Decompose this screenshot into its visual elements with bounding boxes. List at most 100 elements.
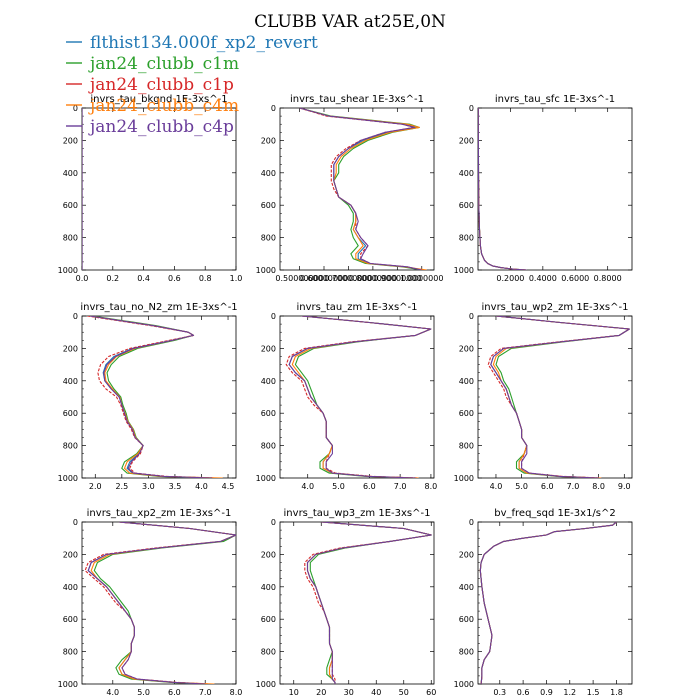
y-tick-label: 1000	[256, 474, 276, 483]
y-tick-label: 400	[261, 583, 276, 592]
series-line-jan24_clubb_c4m	[306, 522, 432, 684]
series-line-flthist134.000f_xp2_revert	[299, 108, 422, 270]
y-tick-label: 400	[459, 169, 474, 178]
series-line-jan24_clubb_c4m	[479, 522, 617, 684]
x-tick-label: 0.2000	[496, 274, 524, 283]
panel-2: invrs_tau_shear 1E-3xs^-1 0 200 400 600 800 10…	[256, 94, 444, 283]
x-tick-label: 0.80000000	[349, 274, 397, 283]
y-tick-label: 600	[459, 615, 474, 624]
panel-title: invrs_tau_sfc 1E-3xs^-1	[495, 94, 615, 105]
legend-item: jan24_clubb_c1p	[66, 75, 234, 95]
y-tick-label: 200	[63, 344, 78, 353]
x-tick-label: 50	[399, 688, 409, 697]
x-tick-label: 4.0	[106, 688, 119, 697]
y-tick-label: 200	[261, 550, 276, 559]
x-tick-label: 0.6000	[561, 274, 589, 283]
x-tick-label: 2.5	[115, 482, 128, 491]
x-tick-label: 1.0000000	[400, 274, 443, 283]
panel-8: invrs_tau_wp3_zm 1E-3xs^-1 0 200 400 600 800 1…	[256, 508, 437, 697]
plot-frame	[81, 521, 237, 685]
y-tick-label: 200	[459, 136, 474, 145]
x-tick-label: 0.4000	[529, 274, 557, 283]
y-tick-label: 600	[459, 409, 474, 418]
panel-4: invrs_tau_no_N2_zm 1E-3xs^-10 200 400 600 80…	[58, 302, 238, 491]
series-line-jan24_clubb_c1m	[309, 522, 432, 684]
x-tick-label: 6.0	[363, 482, 376, 491]
y-tick-label: 1000	[256, 680, 276, 689]
x-tick-label: 3.0	[142, 482, 155, 491]
series-line-flthist134.000f_xp2_revert	[479, 522, 617, 684]
series-line-jan24_clubb_c1p	[299, 108, 422, 270]
series-line-jan24_clubb_c1p	[87, 316, 215, 478]
series-line-jan24_clubb_c1m	[92, 316, 207, 478]
legend: flthist134.000f_xp2_revertjan24_clubb_c1…	[66, 33, 318, 137]
y-tick-label: 800	[63, 648, 78, 657]
legend-label: jan24_clubb_c4p	[88, 117, 234, 137]
y-tick-label: 200	[261, 136, 276, 145]
x-tick-label: 5.0	[332, 482, 345, 491]
series-group	[285, 316, 432, 478]
panel-title: invrs_tau_zm 1E-3xs^-1	[296, 302, 417, 313]
x-tick-label: 0.4	[137, 274, 150, 283]
x-tick-label: 4.5	[222, 482, 235, 491]
plot-frame	[279, 107, 435, 271]
series-line-flthist134.000f_xp2_revert	[87, 522, 236, 684]
legend-item: jan24_clubb_c4p	[66, 117, 234, 137]
series-line-jan24_clubb_c1p	[304, 522, 432, 684]
panel-6: invrs_tau_wp2_zm 1E-3xs^-1 0 200 400 600 800 1…	[454, 302, 633, 491]
series-line-jan24_clubb_c1p	[285, 316, 432, 478]
x-tick-label: 0.2	[106, 274, 119, 283]
legend-label: flthist134.000f_xp2_revert	[90, 33, 318, 53]
y-tick-label: 400	[261, 169, 276, 178]
series-line-jan24_clubb_c4m	[90, 522, 236, 684]
y-tick-label: 800	[261, 648, 276, 657]
series-line-jan24_clubb_c4m	[492, 316, 630, 478]
plot-frame	[477, 107, 633, 271]
y-tick-label: 400	[261, 377, 276, 386]
y-tick-label: 0	[271, 312, 276, 321]
panel-grid: invrs_tau_bkgnd 1E-3xs^-1020040060080010…	[58, 94, 633, 697]
series-line-jan24_clubb_c1m	[93, 522, 236, 684]
panel-title: bv_freq_sqd 1E-3x1/s^2	[494, 508, 616, 519]
y-tick-label: 1000	[256, 266, 276, 275]
y-tick-label: 1000	[58, 474, 78, 483]
x-tick-label: 4.0	[195, 482, 208, 491]
y-tick-label: 0	[73, 312, 78, 321]
legend-label: jan24_clubb_c1p	[88, 75, 234, 95]
legend-item: jan24_clubb_c1m	[66, 54, 239, 74]
y-tick-label: 400	[63, 169, 78, 178]
y-tick-label: 400	[63, 583, 78, 592]
legend-label: jan24_clubb_c4m	[88, 96, 239, 116]
y-tick-label: 200	[261, 344, 276, 353]
series-line-jan24_clubb_c4m	[478, 108, 527, 270]
y-tick-label: 400	[459, 377, 474, 386]
y-tick-label: 0	[271, 518, 276, 527]
series-group	[299, 108, 427, 270]
x-tick-label: 10	[289, 688, 299, 697]
y-tick-label: 600	[261, 201, 276, 210]
y-tick-label: 600	[261, 615, 276, 624]
x-tick-label: 1.5	[587, 688, 600, 697]
series-line-jan24_clubb_c4p	[299, 108, 422, 270]
panel-title: invrs_tau_wp2_zm 1E-3xs^-1	[482, 302, 629, 313]
series-line-jan24_clubb_c4p	[306, 522, 432, 684]
x-tick-label: 0.6	[517, 688, 530, 697]
x-tick-label: 1.0	[230, 274, 243, 283]
x-tick-label: 6.0	[168, 688, 181, 697]
y-tick-label: 600	[63, 615, 78, 624]
series-line-jan24_clubb_c1p	[478, 108, 527, 270]
series-group	[84, 522, 236, 684]
series-group	[479, 522, 617, 684]
panel-1: invrs_tau_bkgnd 1E-3xs^-1 0 200 400 600 800 10…	[58, 94, 243, 283]
series-line-jan24_clubb_c1p	[487, 316, 630, 478]
x-tick-label: 6.0	[541, 482, 554, 491]
series-line-jan24_clubb_c4p	[288, 316, 432, 478]
panel-title: invrs_tau_xp2_zm 1E-3xs^-1	[87, 508, 232, 519]
y-tick-label: 200	[459, 344, 474, 353]
x-tick-label: 7.0	[199, 688, 212, 697]
x-tick-label: 0.50000000	[275, 274, 323, 283]
plot-frame	[477, 315, 633, 479]
series-line-jan24_clubb_c4m	[299, 108, 427, 270]
y-tick-label: 200	[459, 550, 474, 559]
